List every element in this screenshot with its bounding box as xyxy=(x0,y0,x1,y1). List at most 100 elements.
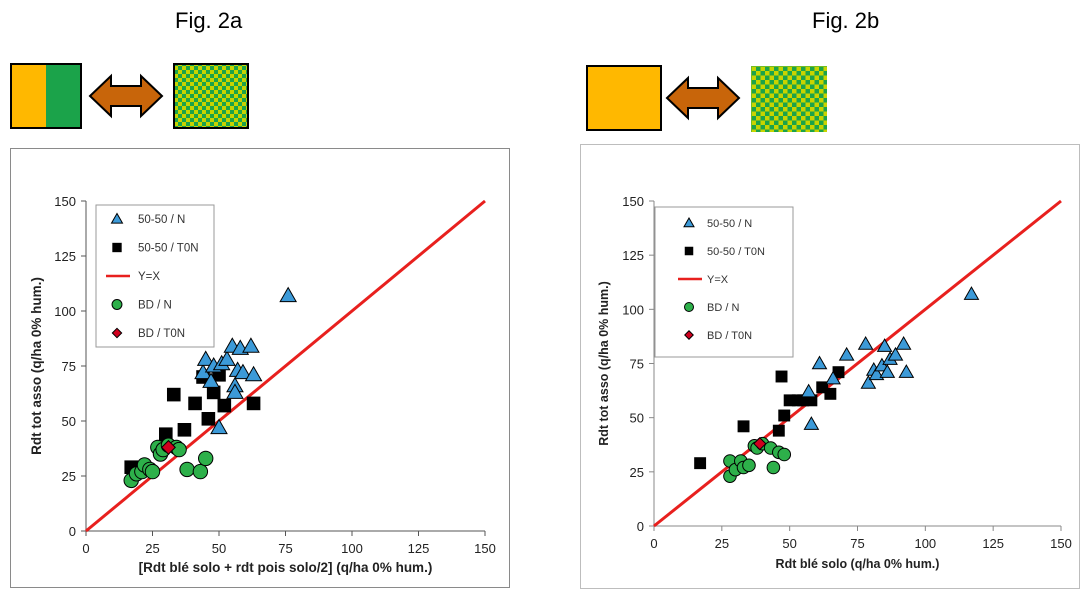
figure-a-icon-row xyxy=(10,62,250,130)
data-point-square xyxy=(805,394,818,407)
data-point-square xyxy=(824,387,837,400)
y-tick-label: 100 xyxy=(54,304,76,319)
x-tick-label: 125 xyxy=(408,541,430,556)
data-point-triangle xyxy=(879,364,896,378)
data-point-circle xyxy=(777,447,792,462)
data-point-triangle xyxy=(895,335,912,350)
checkered-square-icon xyxy=(173,63,249,129)
orange-green-split-square-icon xyxy=(10,63,82,129)
figure-title-a: Fig. 2a xyxy=(175,8,243,33)
data-point-square xyxy=(246,396,261,411)
legend-label: Y=X xyxy=(707,274,729,286)
legend-label: BD / N xyxy=(138,300,172,312)
data-point-triangle xyxy=(242,337,260,353)
x-tick-label: 25 xyxy=(145,541,159,556)
scatter-chart-a: 0 25 50 75 100 125 150 0 25 50 75 100 125 150 [Rdt blé… xyxy=(29,194,496,575)
orange-square-icon xyxy=(586,65,662,131)
legend-key-circle xyxy=(684,302,694,312)
legend-key-triangle xyxy=(110,212,124,224)
data-point-triangle xyxy=(838,346,855,361)
y-tick-label: 50 xyxy=(630,411,644,426)
data-point-circle xyxy=(192,463,209,480)
x-tick-label: 150 xyxy=(474,541,496,556)
legend-key-square xyxy=(112,242,122,253)
chart-panel-b: 0 25 50 75 100 125 150 0 25 50 75 100 125 150 Rdt blé … xyxy=(580,144,1080,589)
data-point-triangle xyxy=(226,383,244,399)
figure-b-icon-row xyxy=(585,62,835,134)
x-axis-label: [Rdt blé solo + rdt pois solo/2] (q/ha 0… xyxy=(139,560,433,575)
x-tick-label: 100 xyxy=(341,541,363,556)
x-tick-label: 125 xyxy=(982,536,1004,551)
double-arrow-icon xyxy=(665,75,741,121)
legend-label: 50-50 / N xyxy=(707,218,752,230)
y-tick-label: 0 xyxy=(69,524,76,539)
y-axis-label: Rdt tot asso (q/ha 0% hum.) xyxy=(29,277,44,455)
data-point-triangle xyxy=(800,383,817,398)
legend-label: Y=X xyxy=(138,271,160,283)
legend-label: 50-50 / T0N xyxy=(138,243,199,255)
data-point-square xyxy=(783,394,796,407)
data-point-circle xyxy=(144,463,161,480)
series-diamond xyxy=(160,439,176,455)
legend-key-diamond xyxy=(111,327,123,339)
data-point-triangle xyxy=(218,350,236,366)
x-tick-label: 25 xyxy=(715,536,729,551)
y-tick-label: 150 xyxy=(54,194,76,209)
series-circle xyxy=(723,436,792,483)
y-tick-label: 25 xyxy=(62,469,76,484)
data-point-triangle xyxy=(860,374,877,389)
x-tick-label: 100 xyxy=(914,536,936,551)
data-point-square xyxy=(797,394,810,407)
data-point-triangle xyxy=(244,365,263,382)
x-tick-label: 75 xyxy=(278,541,292,556)
x-tick-label: 50 xyxy=(782,536,796,551)
y-tick-label: 50 xyxy=(62,414,76,429)
x-axis-label: Rdt blé solo (q/ha 0% hum.) xyxy=(776,557,940,571)
data-point-square xyxy=(201,412,216,426)
data-point-square xyxy=(775,370,788,383)
scatter-chart-b: 0 25 50 75 100 125 150 0 25 50 75 100 125 150 Rdt blé … xyxy=(597,194,1072,571)
y-tick-label: 0 xyxy=(637,519,644,534)
y-tick-label: 125 xyxy=(54,249,76,264)
data-point-circle xyxy=(742,458,756,473)
x-tick-label: 0 xyxy=(650,536,657,551)
data-point-diamond xyxy=(160,439,176,455)
data-point-triangle xyxy=(963,286,980,300)
data-point-triangle xyxy=(202,372,220,388)
checkered-square-icon xyxy=(751,66,827,132)
data-point-square xyxy=(832,366,845,379)
legend-key-circle xyxy=(111,299,123,310)
legend-key-triangle xyxy=(683,216,695,228)
data-point-triangle xyxy=(279,286,298,303)
x-tick-label: 50 xyxy=(212,541,226,556)
data-point-square xyxy=(816,381,829,394)
data-point-triangle xyxy=(210,418,228,435)
series-triangle xyxy=(194,286,298,435)
y-tick-label: 150 xyxy=(622,194,644,209)
legend-key-square xyxy=(684,246,694,256)
series-square xyxy=(694,366,845,470)
y-tick-label: 75 xyxy=(62,359,76,374)
chart-panel-a: 0 25 50 75 100 125 150 0 25 50 75 100 125 150 [Rdt blé… xyxy=(10,148,510,588)
data-point-square xyxy=(177,423,192,437)
x-tick-label: 150 xyxy=(1050,536,1072,551)
data-point-circle xyxy=(179,461,195,478)
x-tick-label: 75 xyxy=(850,536,864,551)
x-tick-label: 0 xyxy=(82,541,89,556)
double-arrow-icon xyxy=(88,73,164,119)
legend-key-diamond xyxy=(684,330,694,340)
data-point-diamond xyxy=(753,437,767,451)
legend-label: 50-50 / N xyxy=(138,214,185,226)
data-point-triangle xyxy=(857,335,874,350)
data-point-triangle xyxy=(196,350,215,366)
data-point-circle xyxy=(171,441,187,458)
y-tick-label: 75 xyxy=(630,357,644,372)
data-point-square xyxy=(772,424,785,437)
legend-label: BD / N xyxy=(707,302,739,314)
data-point-triangle xyxy=(234,363,252,380)
legend-label: BD / T0N xyxy=(138,328,185,340)
y-axis-label: Rdt tot asso (q/ha 0% hum.) xyxy=(597,281,611,446)
data-point-triangle xyxy=(868,366,885,381)
data-point-triangle xyxy=(887,346,904,361)
data-point-triangle xyxy=(825,370,841,385)
